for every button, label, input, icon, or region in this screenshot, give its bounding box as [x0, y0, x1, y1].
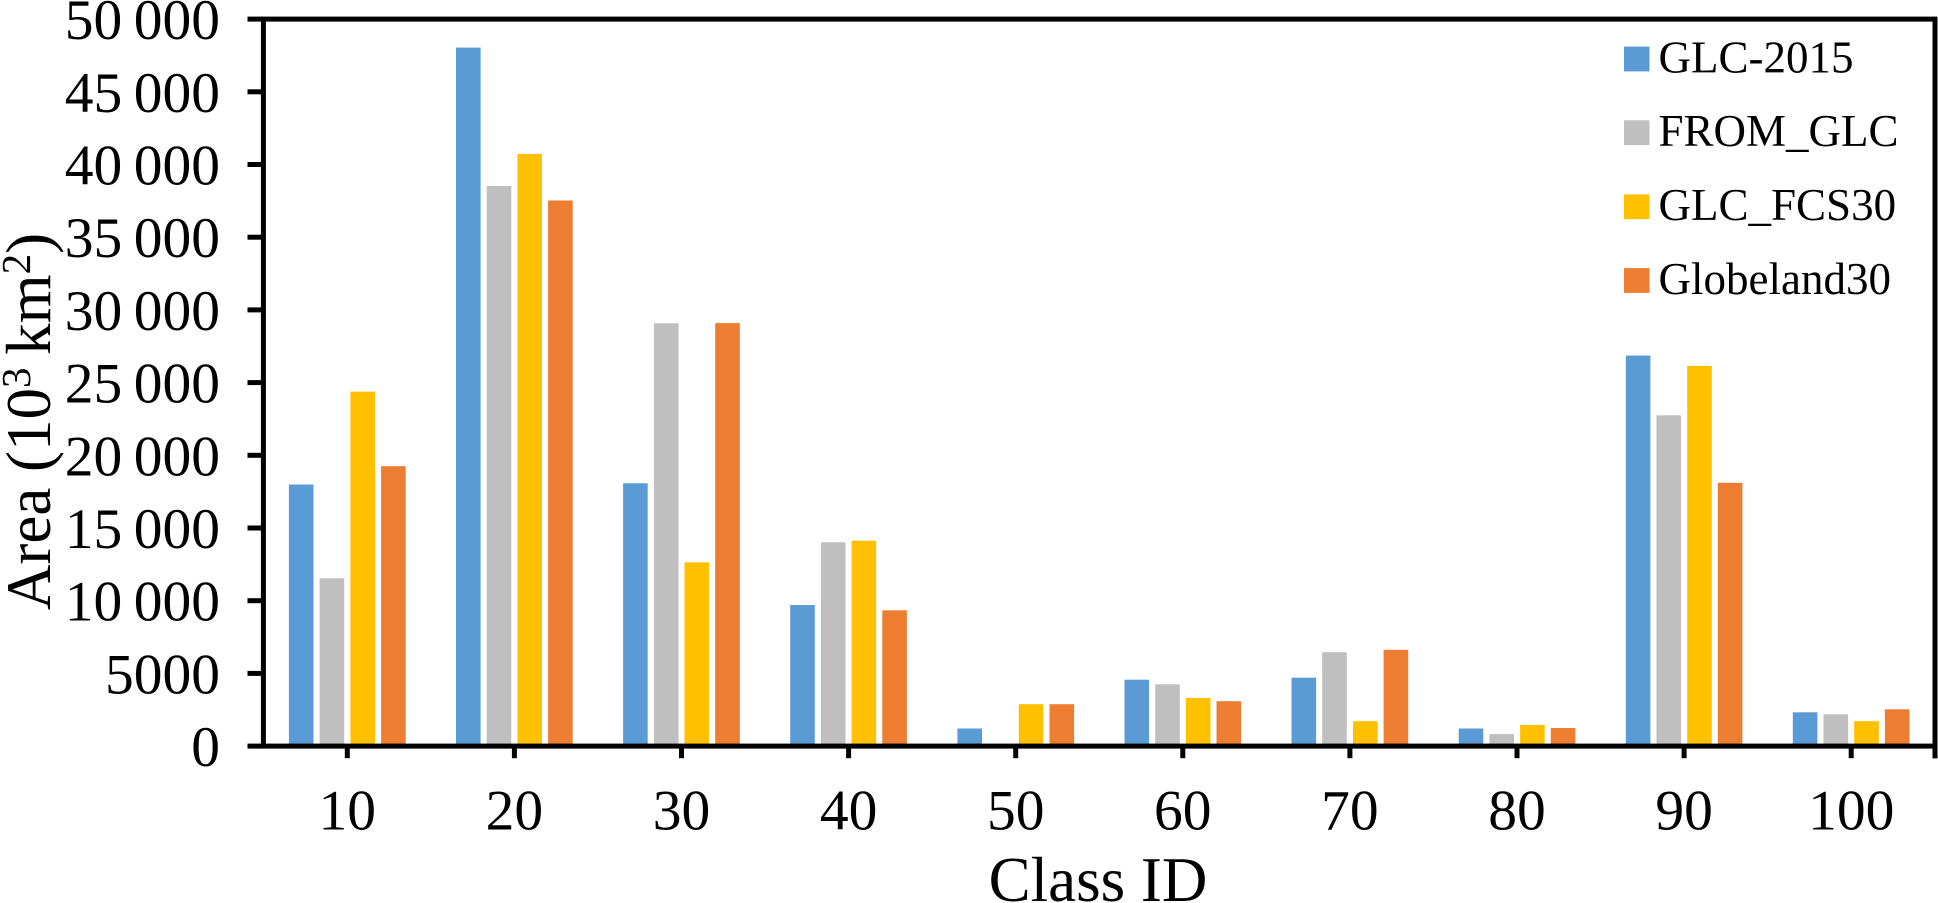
svg-text:30 000: 30 000	[65, 280, 220, 343]
svg-text:70: 70	[1321, 779, 1379, 842]
svg-text:20: 20	[486, 779, 544, 842]
svg-text:90: 90	[1655, 779, 1713, 842]
svg-text:100: 100	[1808, 779, 1894, 842]
svg-text:Area (103 km2): Area (103 km2)	[0, 233, 64, 610]
svg-text:40: 40	[820, 779, 878, 842]
svg-text:Globeland30: Globeland30	[1659, 254, 1891, 304]
svg-text:50: 50	[987, 779, 1045, 842]
svg-text:50 000: 50 000	[65, 0, 220, 52]
svg-text:60: 60	[1154, 779, 1212, 842]
svg-text:5000: 5000	[105, 643, 220, 706]
svg-text:FROM_GLC: FROM_GLC	[1659, 106, 1899, 156]
svg-text:80: 80	[1488, 779, 1546, 842]
svg-text:0: 0	[191, 716, 220, 779]
svg-text:25 000: 25 000	[65, 353, 220, 416]
svg-text:45 000: 45 000	[65, 62, 220, 125]
svg-text:40 000: 40 000	[65, 135, 220, 198]
svg-text:15 000: 15 000	[65, 498, 220, 561]
svg-text:Class ID: Class ID	[989, 845, 1208, 903]
svg-text:20 000: 20 000	[65, 425, 220, 488]
svg-text:35 000: 35 000	[65, 207, 220, 270]
svg-text:GLC_FCS30: GLC_FCS30	[1659, 180, 1897, 230]
svg-text:10 000: 10 000	[65, 571, 220, 634]
svg-text:10: 10	[319, 779, 377, 842]
svg-text:GLC-2015: GLC-2015	[1659, 32, 1854, 82]
svg-text:30: 30	[653, 779, 711, 842]
